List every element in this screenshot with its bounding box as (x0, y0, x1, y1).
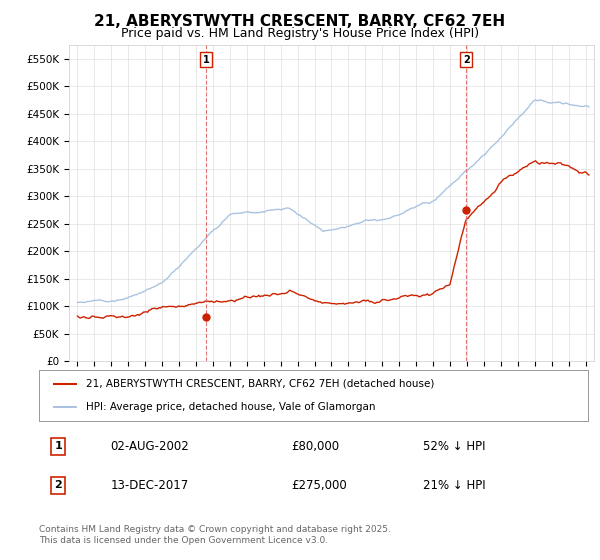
Text: 1: 1 (203, 55, 209, 64)
Text: 21, ABERYSTWYTH CRESCENT, BARRY, CF62 7EH: 21, ABERYSTWYTH CRESCENT, BARRY, CF62 7E… (94, 14, 506, 29)
Text: 13-DEC-2017: 13-DEC-2017 (110, 479, 188, 492)
Text: 52% ↓ HPI: 52% ↓ HPI (424, 440, 486, 453)
Text: 2: 2 (463, 55, 470, 64)
Text: 02-AUG-2002: 02-AUG-2002 (110, 440, 189, 453)
Text: 21% ↓ HPI: 21% ↓ HPI (424, 479, 486, 492)
Text: 1: 1 (55, 441, 62, 451)
Text: £275,000: £275,000 (292, 479, 347, 492)
Text: Contains HM Land Registry data © Crown copyright and database right 2025.
This d: Contains HM Land Registry data © Crown c… (39, 525, 391, 545)
Text: HPI: Average price, detached house, Vale of Glamorgan: HPI: Average price, detached house, Vale… (86, 402, 375, 412)
Text: Price paid vs. HM Land Registry's House Price Index (HPI): Price paid vs. HM Land Registry's House … (121, 27, 479, 40)
Text: £80,000: £80,000 (292, 440, 340, 453)
Text: 21, ABERYSTWYTH CRESCENT, BARRY, CF62 7EH (detached house): 21, ABERYSTWYTH CRESCENT, BARRY, CF62 7E… (86, 379, 434, 389)
Text: 2: 2 (55, 480, 62, 490)
